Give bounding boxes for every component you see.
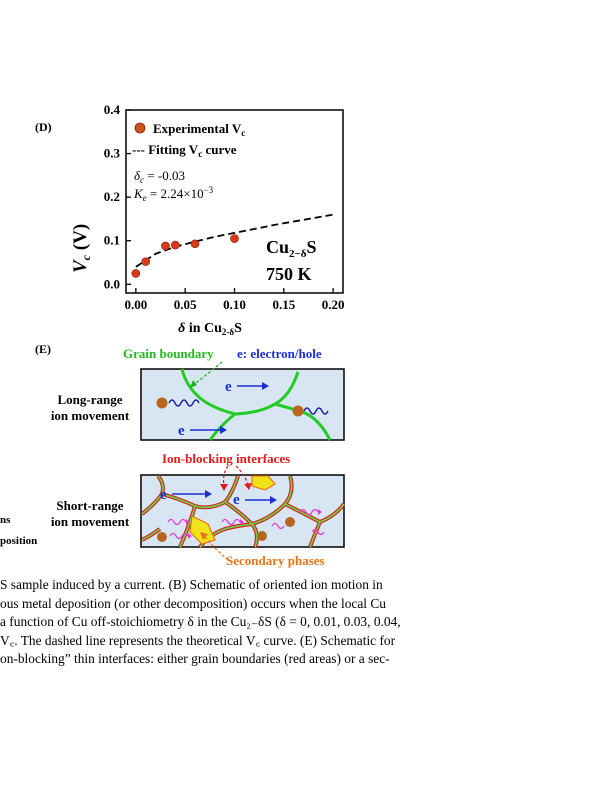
ion-ball: [292, 405, 304, 417]
ion-blocking-arrows: [220, 465, 252, 491]
svg-text:e: e: [160, 487, 167, 503]
x-tick-label: 0.10: [223, 297, 246, 312]
secondary-phase: [251, 475, 276, 491]
long-range-schematic: e e: [140, 368, 345, 441]
long-range-label: Long-range ion movement: [50, 392, 130, 423]
svg-text:e: e: [233, 492, 240, 508]
x-tick-label: 0.15: [272, 297, 295, 312]
x-tick-label: 0.05: [174, 297, 197, 312]
secondary-phases-label: Secondary phases: [226, 553, 325, 568]
panel-d-label: (D): [35, 120, 52, 134]
svg-text:e: e: [225, 379, 232, 395]
data-point: [171, 240, 180, 250]
data-point: [190, 239, 200, 249]
grain-boundary-label: Grain boundary: [123, 346, 214, 361]
grain-boundary-arrow: [190, 361, 223, 388]
data-point: [141, 257, 151, 266]
data-points: [131, 234, 239, 278]
electron-hole-label: e: electron/hole: [237, 346, 322, 361]
caption-line: V꜀. The dashed line represents the theor…: [0, 632, 396, 648]
axis-ticks: 0.00 0.05 0.10 0.15 0.20 0.0 0.1 0.2 0.3 0.4: [104, 102, 345, 312]
figure-caption: S sample induced by a current. (B) Schem…: [0, 576, 599, 669]
param-ke: Ke = 2.24×10−3: [133, 185, 214, 203]
ion-ball: [257, 531, 267, 541]
ylabel-main: V: [70, 259, 91, 273]
caption-line: S sample induced by a current. (B) Schem…: [0, 577, 383, 592]
legend-fitting: --- Fitting Vc curve: [132, 142, 237, 159]
param-delta-c: δc = -0.03: [134, 168, 185, 185]
panel-e-label: (E): [35, 342, 51, 356]
left-cut-text-2: position: [0, 535, 38, 547]
wave-arrow: [303, 407, 329, 415]
ion-ball: [157, 532, 167, 542]
data-point: [161, 241, 170, 251]
data-point: [131, 269, 141, 278]
ion-ball: [285, 517, 295, 527]
data-point: [230, 234, 239, 243]
y-tick-label: 0.0: [104, 276, 120, 291]
y-tick-label: 0.4: [104, 102, 121, 117]
legend-experimental: Experimental Vc: [153, 121, 245, 138]
x-tick-label: 0.00: [124, 297, 147, 312]
ion-ball: [156, 397, 168, 409]
short-range-schematic: e e: [140, 474, 345, 549]
caption-line: on-blocking” thin interfaces: either gra…: [0, 651, 390, 667]
compound-label: Cu2−δS: [266, 237, 317, 260]
y-axis-label: Vc (V): [70, 224, 93, 273]
legend-marker: [134, 122, 146, 134]
fit-line: [135, 213, 334, 268]
y-tick-label: 0.1: [104, 233, 120, 248]
left-cut-text-1: ns: [0, 514, 11, 526]
short-range-label: Short-range ion movement: [50, 498, 130, 529]
x-tick-label: 0.20: [322, 297, 345, 312]
x-axis-label: δ in Cu2-δS: [178, 321, 242, 337]
vc-chart: Vc (V) 0.00 0.05 0.10 0.15 0.200.00.10.20.30…: [70, 102, 345, 337]
wave-arrow: [168, 399, 200, 407]
caption-line: a function of Cu off-stoichiometry δ in …: [0, 614, 401, 630]
y-tick-label: 0.3: [104, 146, 121, 161]
ylabel-end: (V): [70, 224, 91, 255]
ion-blocking-label: Ion-blocking interfaces: [162, 451, 291, 466]
fit-curve: [135, 213, 334, 268]
temperature-label: 750 K: [266, 264, 312, 284]
svg-text:e: e: [178, 423, 185, 439]
svg-text:Vc (V): Vc (V): [70, 224, 93, 273]
y-tick-label: 0.2: [104, 189, 120, 204]
secondary-arrow: [200, 532, 229, 561]
ylabel-sub: c: [79, 254, 93, 260]
caption-line: ous metal deposition (or other decomposi…: [0, 595, 387, 611]
